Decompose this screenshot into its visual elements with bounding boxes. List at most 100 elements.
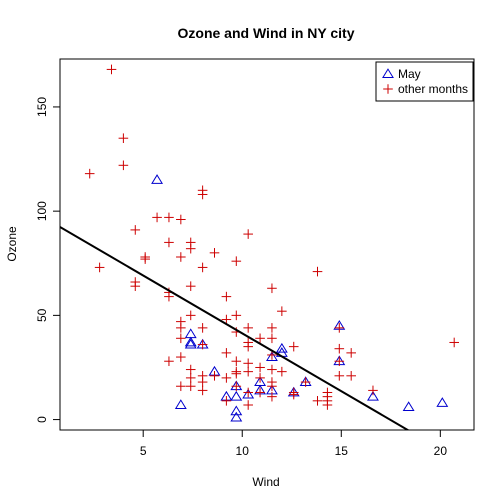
data-point-other-months xyxy=(243,366,253,377)
data-point-other-months xyxy=(185,281,196,291)
data-point-other-months xyxy=(185,310,196,321)
data-point-other-months xyxy=(346,348,356,358)
data-point-other-months xyxy=(267,283,277,294)
data-point-other-months xyxy=(243,387,253,398)
data-point-other-months xyxy=(197,323,208,333)
data-point-may xyxy=(174,399,187,409)
data-point-other-months xyxy=(288,341,299,352)
data-point-other-months xyxy=(255,387,265,398)
data-point-other-months xyxy=(334,371,345,381)
data-point-may xyxy=(230,405,243,416)
data-point-other-months xyxy=(130,225,141,235)
data-point-may xyxy=(266,351,278,362)
data-point-other-months xyxy=(255,373,265,383)
data-point-other-months xyxy=(277,366,287,377)
data-point-other-months xyxy=(130,281,141,291)
data-point-other-months xyxy=(185,364,196,375)
data-point-other-months xyxy=(176,323,186,333)
data-point-may xyxy=(382,68,394,78)
data-point-other-months xyxy=(243,229,253,239)
data-point-other-months xyxy=(334,323,345,333)
data-point-may xyxy=(402,401,415,412)
data-point-other-months xyxy=(221,314,232,325)
points-layer xyxy=(84,64,459,422)
data-point-other-months xyxy=(243,323,253,333)
data-point-other-months xyxy=(221,348,232,358)
data-point-may xyxy=(184,336,197,347)
data-point-other-months xyxy=(152,212,162,223)
data-point-other-months xyxy=(255,362,265,373)
data-point-other-months xyxy=(346,371,356,381)
data-point-may xyxy=(436,397,449,407)
data-point-other-months xyxy=(84,168,95,179)
data-point-other-months xyxy=(312,396,323,406)
data-point-other-months xyxy=(383,84,393,94)
data-point-other-months xyxy=(209,371,220,381)
data-point-may xyxy=(230,390,243,401)
y-tick-label: 100 xyxy=(35,201,49,221)
data-point-other-months xyxy=(197,189,208,200)
data-point-other-months xyxy=(267,364,277,375)
data-point-other-months xyxy=(267,381,277,392)
data-point-other-months xyxy=(334,343,345,354)
chart-title: Ozone and Wind in NY city xyxy=(178,25,355,41)
data-point-may xyxy=(275,342,288,353)
x-tick-label: 15 xyxy=(335,444,349,458)
y-axis-label: Ozone xyxy=(5,226,19,262)
data-point-may xyxy=(184,338,197,349)
y-tick-label: 150 xyxy=(35,97,49,117)
data-point-other-months xyxy=(243,337,253,348)
legend-box xyxy=(375,61,474,102)
data-point-may xyxy=(184,328,197,339)
data-point-may xyxy=(242,388,255,399)
data-point-other-months xyxy=(368,385,378,396)
data-point-other-months xyxy=(197,377,208,387)
data-point-other-months xyxy=(231,310,242,321)
data-point-other-months xyxy=(118,133,129,144)
data-point-other-months xyxy=(221,373,232,383)
data-point-other-months xyxy=(231,256,242,266)
data-point-other-months xyxy=(231,381,242,392)
x-tick-label: 10 xyxy=(236,444,250,458)
data-point-other-months xyxy=(243,358,253,369)
data-point-other-months xyxy=(221,396,232,406)
x-tick-label: 20 xyxy=(434,444,448,458)
data-point-may xyxy=(151,174,164,184)
data-point-other-months xyxy=(255,333,265,344)
data-point-other-months xyxy=(231,356,242,367)
data-point-other-months xyxy=(197,339,208,350)
legend-label: May xyxy=(398,67,421,81)
data-point-other-months xyxy=(243,400,253,410)
data-point-other-months xyxy=(176,381,186,392)
data-point-other-months xyxy=(164,356,174,367)
data-point-other-months xyxy=(334,356,345,367)
data-point-other-months xyxy=(176,252,186,262)
y-tick-label: 50 xyxy=(35,308,49,322)
data-point-other-months xyxy=(164,237,174,248)
data-point-other-months xyxy=(197,385,208,396)
plot-frame xyxy=(59,58,475,431)
data-point-other-months xyxy=(267,333,277,344)
data-point-other-months xyxy=(176,352,186,362)
data-point-other-months xyxy=(176,333,186,344)
y-tick-label: 0 xyxy=(35,416,49,423)
data-point-other-months xyxy=(185,373,196,383)
data-point-other-months xyxy=(185,381,196,392)
data-point-other-months xyxy=(209,248,220,258)
data-point-other-months xyxy=(94,262,105,273)
data-point-other-months xyxy=(185,243,196,254)
data-point-other-months xyxy=(288,389,299,400)
data-point-may xyxy=(254,376,267,387)
data-point-other-months xyxy=(221,291,232,302)
x-tick-label: 5 xyxy=(140,444,147,458)
data-point-other-months xyxy=(118,160,129,171)
regression-line xyxy=(60,226,410,430)
data-point-may xyxy=(367,390,379,401)
legend-label: other months xyxy=(398,82,468,96)
data-point-other-months xyxy=(322,400,333,410)
data-point-other-months xyxy=(449,337,459,348)
data-point-other-months xyxy=(140,254,150,264)
